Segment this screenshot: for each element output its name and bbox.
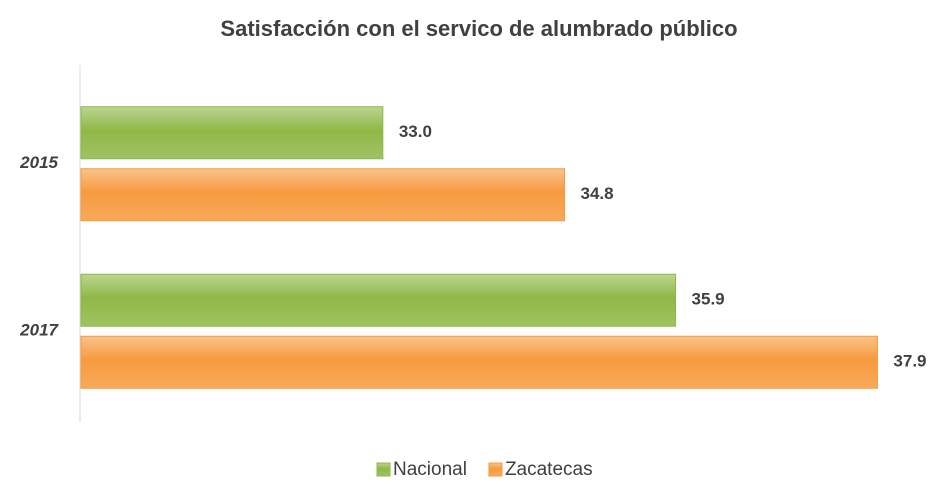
bar (80, 106, 384, 160)
legend-swatch (488, 462, 503, 477)
data-label: 34.8 (581, 184, 614, 203)
data-label: 33.0 (399, 122, 432, 141)
legend-label: Nacional (393, 459, 467, 480)
data-label: 35.9 (692, 290, 725, 309)
bar (80, 168, 566, 222)
legend-label: Zacatecas (505, 459, 593, 480)
y-tick-label: 2017 (19, 321, 59, 340)
bar (80, 335, 878, 389)
legend-swatch (376, 462, 391, 477)
data-label: 37.9 (893, 352, 926, 371)
chart-title: Satisfacción con el servico de alumbrado… (220, 16, 737, 41)
y-tick-label: 2015 (19, 153, 58, 172)
bar (80, 273, 677, 327)
